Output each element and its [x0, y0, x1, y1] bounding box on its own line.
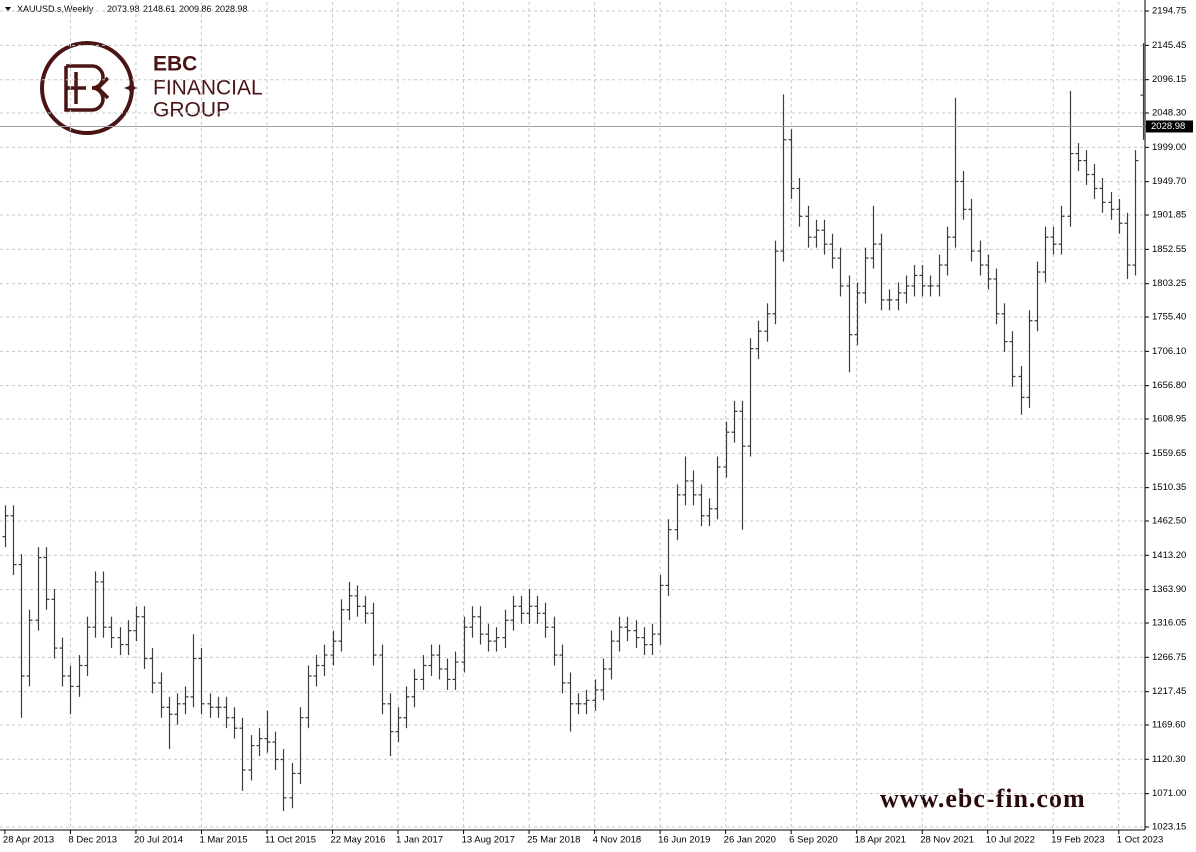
logo-line: GROUP — [153, 99, 230, 122]
y-tick-label: 1413.20 — [1152, 550, 1186, 561]
logo-mark — [64, 64, 110, 112]
bars — [2, 43, 1147, 812]
y-tick-label: 1266.75 — [1152, 652, 1186, 663]
header-open: 2073.98 — [107, 4, 140, 14]
watermark-url: www.ebc-fin.com — [880, 784, 1086, 813]
x-tick-label: 25 Mar 2018 — [527, 835, 580, 846]
y-tick-label: 2194.75 — [1152, 6, 1186, 17]
y-tick-label: 2048.30 — [1152, 108, 1186, 119]
x-tick-label: 1 Oct 2023 — [1117, 835, 1163, 846]
y-tick-label: 1755.40 — [1152, 312, 1186, 323]
x-tick-label: 1 Jan 2017 — [396, 835, 443, 846]
logo: EBC FINANCIAL GROUP — [40, 41, 263, 135]
logo-brand: EBC — [153, 53, 197, 76]
x-tick-label: 10 Jul 2022 — [986, 835, 1035, 846]
logo-star — [124, 81, 138, 95]
x-tick-label: 28 Apr 2013 — [3, 835, 54, 846]
y-tick-label: 1852.55 — [1152, 244, 1186, 255]
y-tick-label: 1071.00 — [1152, 788, 1186, 799]
y-tick-label: 1559.65 — [1152, 448, 1186, 459]
y-tick-label: 1169.60 — [1152, 719, 1186, 730]
y-tick-label: 1510.35 — [1152, 482, 1186, 493]
y-tick-label: 1803.25 — [1152, 278, 1186, 289]
x-tick-label: 19 Feb 2023 — [1051, 835, 1104, 846]
y-tick-label: 1608.95 — [1152, 414, 1186, 425]
y-tick-label: 1706.10 — [1152, 346, 1186, 357]
x-tick-label: 28 Nov 2021 — [920, 835, 974, 846]
logo-ring — [40, 41, 134, 135]
y-tick-label: 1120.30 — [1152, 754, 1186, 765]
logo-line: FINANCIAL — [153, 77, 263, 100]
x-tick-label: 18 Apr 2021 — [855, 835, 906, 846]
y-tick-label: 1363.90 — [1152, 584, 1186, 595]
grid — [0, 2, 1145, 830]
y-tick-label: 1999.00 — [1152, 142, 1186, 153]
header-close: 2028.98 — [215, 4, 248, 14]
chart-title: XAUUSD.s,Weekly — [17, 4, 94, 14]
x-tick-label: 13 Aug 2017 — [462, 835, 515, 846]
x-tick-label: 16 Jun 2019 — [658, 835, 710, 846]
y-tick-label: 1901.85 — [1152, 210, 1186, 221]
x-tick-label: 6 Sep 2020 — [789, 835, 838, 846]
x-tick-label: 8 Dec 2013 — [68, 835, 117, 846]
chart-header: XAUUSD.s,Weekly 2073.98 2148.61 2009.86 … — [17, 4, 248, 14]
x-tick-label: 22 May 2016 — [331, 835, 386, 846]
y-tick-label: 2096.15 — [1152, 74, 1186, 85]
y-tick-label: 1949.70 — [1152, 176, 1186, 187]
x-tick-label: 20 Jul 2014 — [134, 835, 183, 846]
header-high: 2148.61 — [143, 4, 176, 14]
y-tick-label: 1217.45 — [1152, 686, 1186, 697]
x-tick-label: 11 Oct 2015 — [265, 835, 316, 846]
y-tick-label: 1023.15 — [1152, 821, 1186, 832]
price-label-box — [1146, 120, 1193, 133]
x-tick-label: 4 Nov 2018 — [593, 835, 642, 846]
header-low: 2009.86 — [179, 4, 212, 14]
x-tick-label: 1 Mar 2015 — [199, 835, 247, 846]
y-tick-label: 2145.45 — [1152, 40, 1186, 51]
symbol-marker — [5, 7, 11, 11]
price-label: 2028.98 — [1151, 121, 1185, 132]
y-tick-label: 1656.80 — [1152, 380, 1186, 391]
y-tick-label: 1462.50 — [1152, 516, 1186, 527]
y-tick-label: 1316.05 — [1152, 617, 1186, 628]
x-tick-label: 26 Jan 2020 — [724, 835, 776, 846]
